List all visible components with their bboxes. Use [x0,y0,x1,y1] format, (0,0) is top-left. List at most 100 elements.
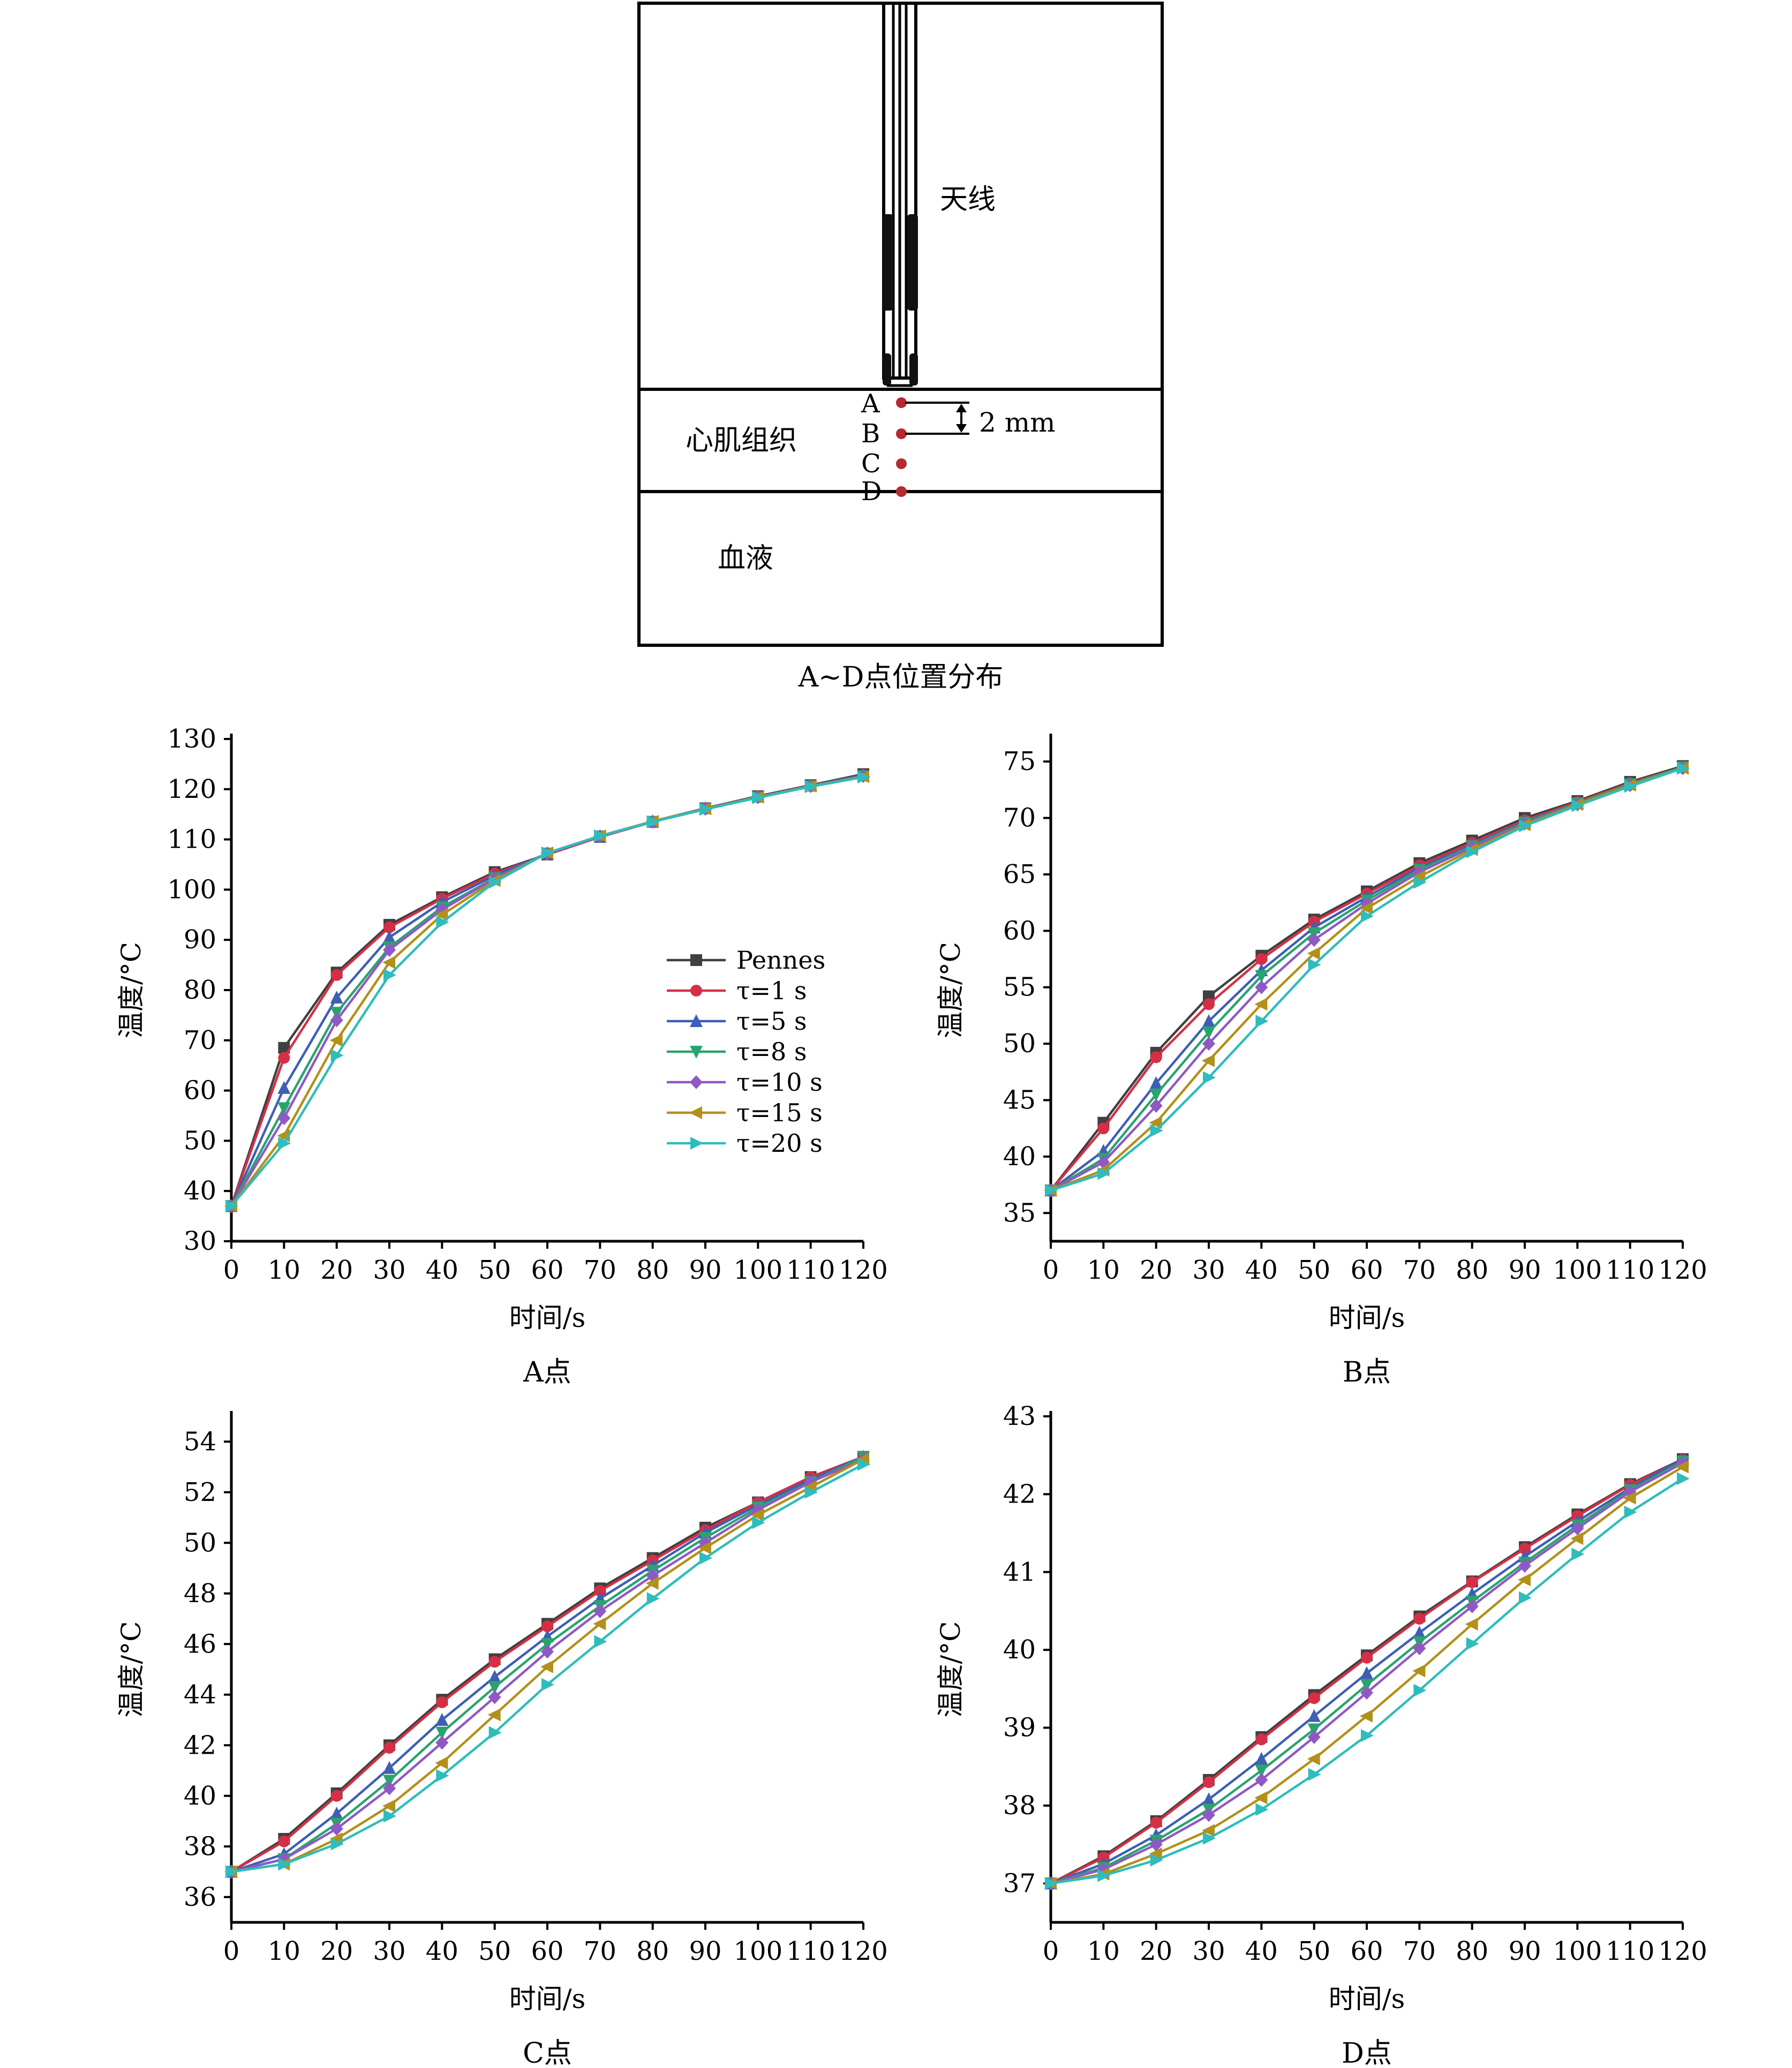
data-point [383,1761,396,1774]
x-axis-title: 时间/s [1329,1983,1405,2014]
data-point [594,829,607,843]
data-point [435,1756,448,1770]
x-tick-label: 90 [1508,1255,1541,1285]
x-tick-label: 100 [1553,1255,1602,1285]
data-point [1413,1613,1426,1625]
data-point [1255,1752,1268,1765]
y-axis-title: 温度/°C [116,942,147,1038]
data-point [1519,1591,1532,1604]
data-point [1149,1099,1163,1113]
series [225,771,870,1213]
data-point [488,1681,501,1694]
data-point [1308,958,1321,971]
data-point [699,1551,712,1565]
data-point [541,1644,554,1659]
data-point [1465,1618,1478,1631]
series-line [1050,766,1683,1191]
data-point [1466,845,1479,858]
series [1044,761,1689,1198]
x-tick-label: 30 [1192,1936,1225,1966]
x-tick-label: 10 [1087,1255,1120,1285]
data-point [435,908,448,922]
data-point [646,1592,660,1605]
data-point [277,1111,291,1126]
data-point [857,1458,870,1471]
point-b-label: B [861,419,880,449]
y-tick-label: 37 [1003,1868,1036,1898]
x-tick-label: 110 [786,1255,835,1285]
data-point [383,1809,396,1823]
point-d-dot [896,486,907,497]
x-tick-label: 120 [839,1936,888,1966]
y-tick-label: 43 [1003,1401,1036,1431]
legend-label: τ=1 s [736,976,807,1005]
data-point [1202,1808,1215,1822]
y-tick-label: 50 [184,1528,216,1558]
x-tick-label: 70 [584,1255,616,1285]
chart-caption: D点 [1342,2037,1392,2068]
antenna-collar-right [909,353,918,386]
x-axis-title: 时间/s [509,1983,586,2014]
point-d-label: D [861,477,882,507]
y-tick-label: 70 [184,1025,216,1055]
series [1045,1472,1690,1890]
y-tick-label: 40 [1003,1142,1036,1172]
x-tick-label: 120 [1658,1936,1707,1966]
data-point [1466,1576,1478,1588]
y-axis-title: 温度/°C [116,1621,147,1717]
legend-marker [690,1075,703,1089]
data-point [1255,1764,1268,1778]
x-tick-label: 0 [1043,1936,1059,1966]
x-tick-label: 10 [1087,1936,1120,1966]
data-point [1519,819,1532,833]
data-point [645,1576,659,1590]
series [1044,761,1689,1198]
position-diagram: 天线 心肌组织 血液 A B C D 2 mm A~D点位置分布 [637,2,1164,693]
x-axis-title: 时间/s [509,1302,586,1333]
y-tick-label: 54 [184,1427,216,1456]
legend-marker [690,1046,703,1059]
blood-label: 血液 [718,542,773,575]
data-point [225,1865,238,1878]
x-tick-label: 10 [268,1936,300,1966]
data-point [383,930,396,944]
x-tick-label: 80 [636,1936,669,1966]
legend-marker [690,985,702,997]
data-point [541,846,554,859]
data-point [1307,1723,1321,1737]
data-point [1203,1071,1216,1084]
x-axis-title: 时间/s [1329,1302,1405,1333]
data-point [436,1769,449,1782]
point-a-label: A [861,389,880,419]
x-tick-label: 20 [320,1255,353,1285]
data-point [541,1620,553,1633]
data-point [1202,1037,1215,1051]
data-point [1307,1752,1320,1765]
chart-panel: 0 10 20 30 40 50 60 70 80 90 100 110 120304050607080… [116,724,888,1388]
x-tick-label: 100 [734,1255,783,1285]
data-point [277,1081,291,1094]
y-tick-label: 100 [167,874,216,904]
y-tick-label: 44 [184,1680,216,1710]
antenna [882,2,918,387]
series [1044,1456,1689,1891]
x-tick-label: 20 [1140,1255,1172,1285]
data-point [487,1708,501,1722]
measure-points: A B C D [861,389,907,507]
data-point [1518,1559,1531,1573]
data-point [330,1837,344,1851]
data-point [1307,947,1320,960]
data-point [1203,1776,1215,1788]
data-point [1097,1869,1111,1882]
x-tick-label: 120 [1658,1255,1707,1285]
x-tick-label: 30 [373,1255,405,1285]
data-point [383,1741,395,1754]
point-a-dot [896,397,907,408]
data-point [1360,1666,1373,1679]
y-axis-title: 温度/°C [935,1621,966,1717]
series-line [1050,767,1683,1192]
data-point [488,1656,501,1668]
data-point [383,968,396,982]
y-tick-label: 39 [1003,1713,1036,1743]
